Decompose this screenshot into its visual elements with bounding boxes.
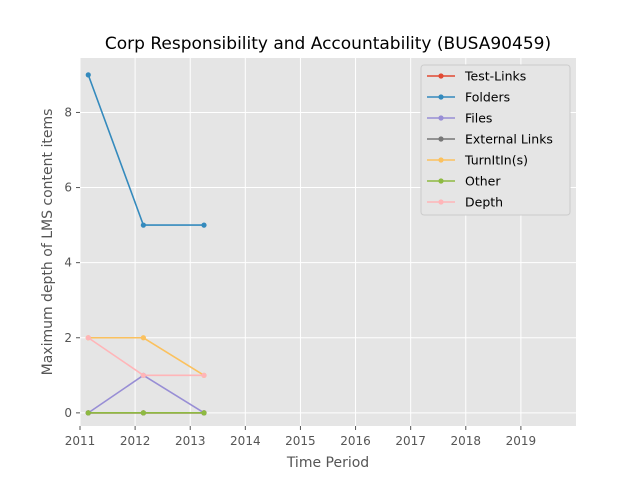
x-axis-ticks: 2011 2012 2013 2014 2015 2016 2017 2018 2019 <box>65 426 536 448</box>
legend-frame <box>420 64 571 216</box>
legend-item-files: Files <box>427 111 492 126</box>
legend-swatch-marker <box>438 178 444 184</box>
data-point <box>201 222 207 228</box>
data-point <box>140 335 146 341</box>
series-folders <box>85 72 207 228</box>
y-tick-label: 0 <box>64 406 72 420</box>
series-lines <box>85 72 207 416</box>
legend-item-depth: Depth <box>427 195 503 210</box>
legend-swatch-marker <box>438 199 444 205</box>
x-tick-label: 2019 <box>506 434 537 448</box>
legend-swatch-marker <box>438 94 444 100</box>
legend-label: External Links <box>465 132 553 147</box>
y-tick-label: 8 <box>64 105 72 119</box>
legend-item-external-links: External Links <box>427 132 553 147</box>
x-tick-label: 2017 <box>395 434 426 448</box>
series-depth <box>85 335 207 378</box>
x-tick-label: 2011 <box>65 434 96 448</box>
data-point <box>85 335 91 341</box>
data-point <box>201 372 207 378</box>
y-axis-label: Maximum depth of LMS content items <box>40 109 56 376</box>
y-tick-label: 2 <box>64 331 72 345</box>
legend-swatch-marker <box>438 136 444 142</box>
legend-label: Other <box>465 174 501 189</box>
legend-swatch-marker <box>438 157 444 163</box>
series-other <box>85 410 207 416</box>
x-tick-label: 2014 <box>230 434 261 448</box>
data-point <box>85 72 91 78</box>
legend-item-turnitin-s: TurnItIn(s) <box>427 153 528 168</box>
x-tick-label: 2015 <box>285 434 316 448</box>
data-point <box>201 410 207 416</box>
y-tick-label: 4 <box>64 256 72 270</box>
legend-label: Test-Links <box>464 69 526 84</box>
x-tick-label: 2018 <box>451 434 482 448</box>
legend-item-test-links: Test-Links <box>427 69 526 84</box>
grid <box>79 58 576 426</box>
legend-swatch-marker <box>438 73 444 79</box>
data-point <box>140 372 146 378</box>
legend-label: Files <box>465 111 492 126</box>
x-axis-label: Time Period <box>286 455 369 471</box>
legend: Test-Links Folders Files External Links Turn… <box>420 64 571 216</box>
legend-item-other: Other <box>427 174 501 189</box>
y-tick-label: 6 <box>64 181 72 195</box>
data-point <box>140 222 146 228</box>
legend-label: Folders <box>465 90 510 105</box>
legend-label: Depth <box>465 195 503 210</box>
x-tick-label: 2016 <box>340 434 371 448</box>
y-axis-ticks: 0 2 4 6 8 <box>64 105 80 420</box>
chart-title: Corp Responsibility and Accountability (… <box>105 34 551 54</box>
data-point <box>85 410 91 416</box>
x-tick-label: 2013 <box>175 434 206 448</box>
x-tick-label: 2012 <box>120 434 151 448</box>
legend-item-folders: Folders <box>427 90 510 105</box>
legend-label: TurnItIn(s) <box>464 153 528 168</box>
data-point <box>140 410 146 416</box>
legend-swatch-marker <box>438 115 444 121</box>
